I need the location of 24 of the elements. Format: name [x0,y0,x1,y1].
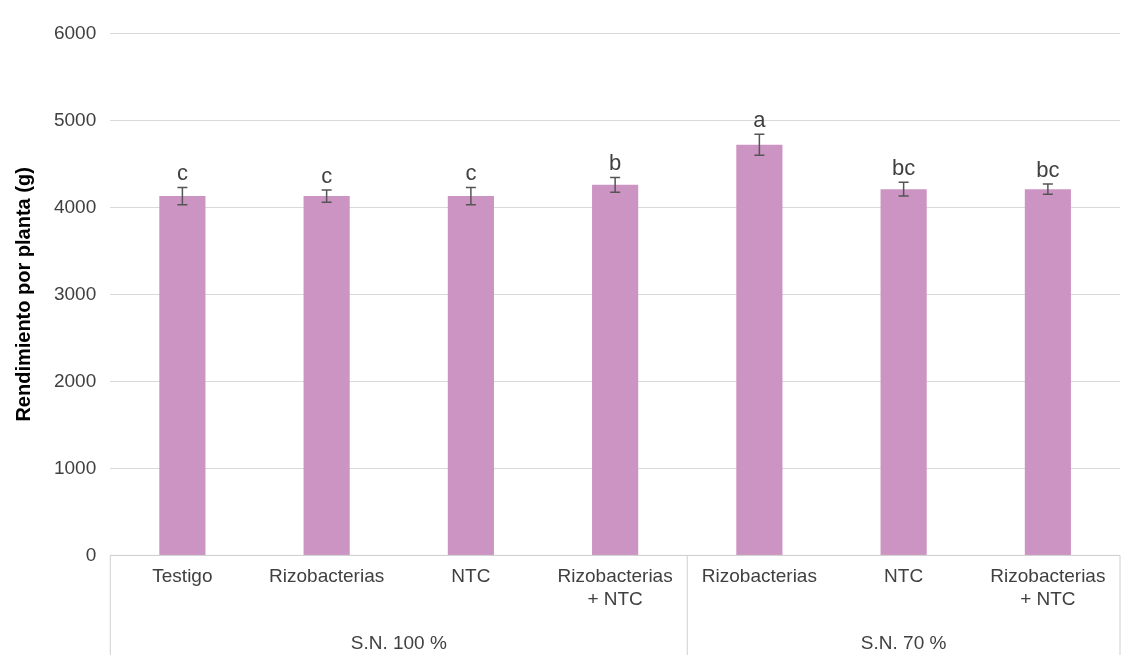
x-tick-label: NTC [451,565,491,587]
data-label: c [465,160,477,186]
y-tick-label: 0 [85,543,97,565]
x-tick-label: Testigo [152,565,213,587]
y-axis-title: Rendimiento por planta (g) [11,167,34,422]
y-tick-label: 4000 [53,195,97,217]
data-label: c [321,163,333,189]
y-tick-label: 1000 [53,456,97,478]
x-tick-label: NTC [884,565,924,587]
y-tick-label: 2000 [53,369,97,391]
x-tick-label: Rizobacterias [269,565,385,587]
y-tick-label: 6000 [53,21,97,43]
data-label: bc [1036,156,1060,182]
data-label: a [753,107,767,133]
x-tick-label: Rizobacterias + NTC [557,565,673,609]
x-tick-label: Rizobacterias + NTC [990,565,1106,609]
y-tick-label: 5000 [53,108,97,130]
x-tick-label: Rizobacterias [701,565,817,587]
text: S.N. 100 % [350,631,447,653]
data-label: c [176,160,188,186]
text: S.N. 70 % [860,631,947,653]
y-tick-label: 3000 [53,282,97,304]
data-label: b [609,150,622,176]
data-label: bc [892,155,916,181]
